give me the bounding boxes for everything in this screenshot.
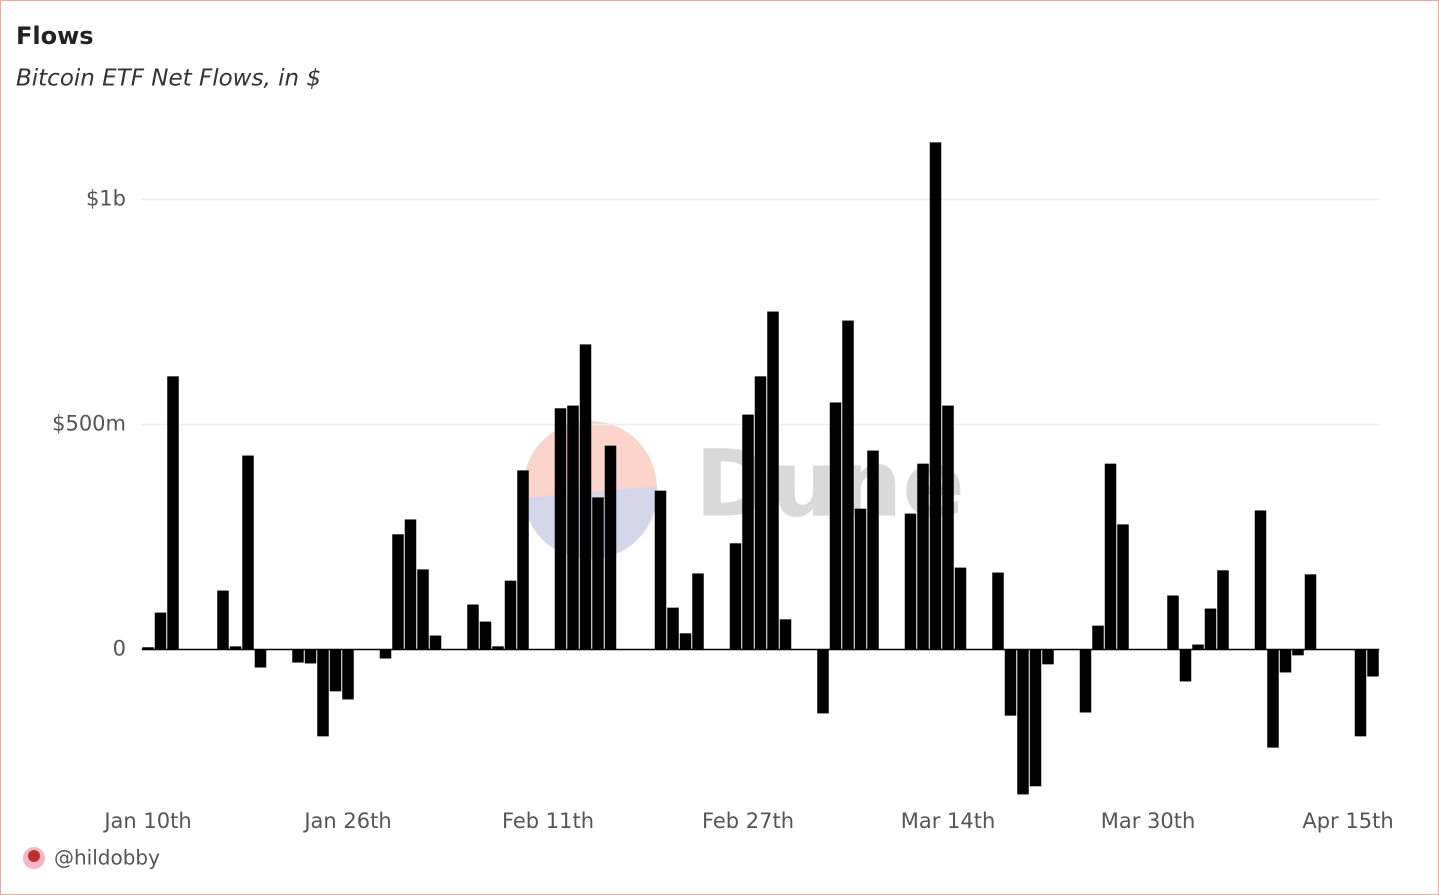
bar [1167, 595, 1179, 650]
bar [429, 635, 442, 650]
chart-title: Flows [16, 22, 94, 50]
y-tick-label: 0 [113, 637, 126, 661]
x-tick-label: Jan 26th [302, 809, 391, 833]
bar [1117, 524, 1129, 650]
bar [492, 646, 504, 650]
bar [479, 621, 492, 650]
bar [1079, 649, 1092, 713]
bar [329, 649, 342, 692]
bar [867, 450, 879, 650]
bar [1254, 510, 1267, 650]
bar [942, 405, 954, 650]
bar [1204, 608, 1217, 650]
bar [679, 633, 692, 650]
bar [304, 649, 317, 664]
bar [729, 543, 742, 650]
author[interactable]: @hildobby [54, 846, 160, 870]
bar [1267, 649, 1279, 748]
y-tick-label: $1b [86, 187, 126, 211]
bar [654, 490, 667, 650]
y-tick-label: $500m [52, 412, 126, 436]
bar [1004, 649, 1017, 716]
x-tick-label: Feb 11th [502, 809, 594, 833]
bar [567, 405, 579, 650]
bar [392, 534, 404, 650]
x-tick-label: Apr 15th [1302, 809, 1393, 833]
bar [254, 649, 267, 668]
bar [904, 513, 917, 650]
x-tick-label: Mar 14th [901, 809, 996, 833]
bar [1029, 649, 1042, 787]
bar [854, 508, 867, 650]
bar [779, 619, 792, 650]
bar [579, 344, 592, 650]
x-tick-label: Feb 27th [702, 809, 794, 833]
author-avatar [28, 850, 40, 862]
bar [379, 649, 392, 659]
bar [667, 607, 679, 650]
bar [1354, 649, 1367, 737]
bar [917, 463, 929, 650]
bar [1217, 570, 1229, 650]
bar [229, 646, 242, 650]
bar [1279, 649, 1292, 673]
bar [754, 376, 767, 650]
x-tick-label: Mar 30th [1101, 809, 1196, 833]
bar [317, 649, 329, 737]
bar [504, 580, 517, 650]
bar [242, 455, 254, 650]
bar [1104, 463, 1117, 650]
bar [217, 590, 229, 650]
bar [1367, 649, 1379, 677]
bar [1179, 649, 1192, 682]
bar [154, 612, 167, 650]
bar [554, 408, 567, 650]
bar [767, 311, 779, 650]
bar [992, 572, 1004, 650]
bar [692, 573, 704, 650]
bar [592, 497, 604, 650]
x-tick-label: Jan 10th [102, 809, 191, 833]
bar [742, 414, 754, 650]
bar [342, 649, 354, 700]
bar [1192, 644, 1204, 650]
bar [817, 649, 829, 714]
bar [467, 604, 479, 650]
bar [829, 402, 842, 650]
bar [292, 649, 304, 663]
bar [929, 142, 942, 650]
bar [954, 567, 967, 650]
bar [1092, 625, 1104, 650]
bar [1042, 649, 1054, 665]
chart-subtitle: Bitcoin ETF Net Flows, in $ [16, 66, 321, 92]
bar [167, 376, 179, 650]
bar [517, 470, 529, 650]
bar [1017, 649, 1029, 795]
bar [842, 320, 854, 650]
bar [142, 647, 154, 650]
bar [404, 519, 417, 650]
bar [604, 445, 617, 650]
bar [1304, 574, 1317, 650]
bar [417, 569, 429, 650]
bar [1292, 649, 1304, 656]
